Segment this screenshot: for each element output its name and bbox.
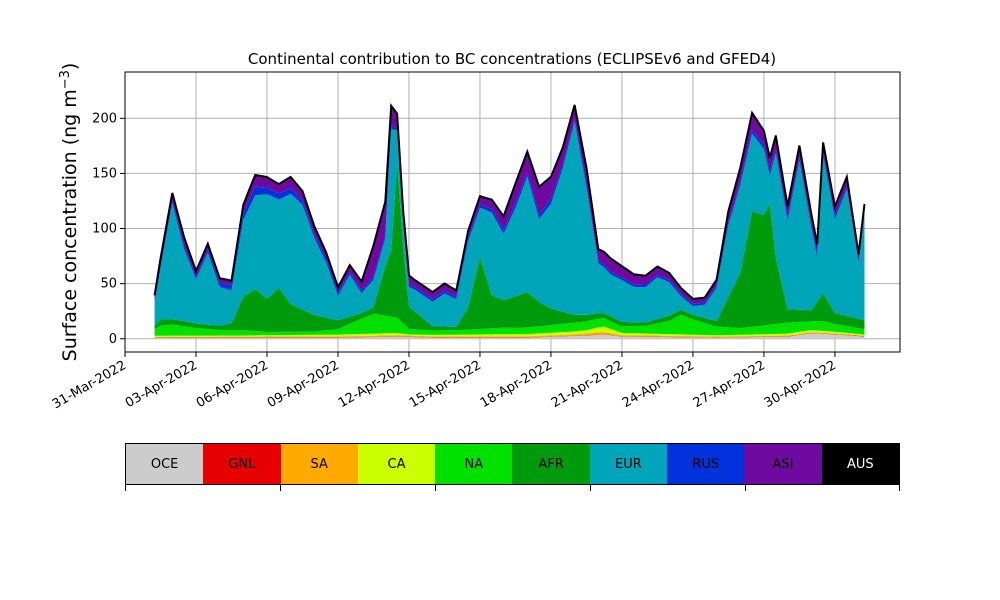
area-asi xyxy=(154,105,865,304)
x-tick-label: 06-Apr-2022 xyxy=(194,358,271,411)
x-tick-label: 24-Apr-2022 xyxy=(620,358,697,411)
x-tick-label: 31-Mar-2022 xyxy=(50,358,129,412)
area-rus xyxy=(154,118,865,307)
legend-tick xyxy=(125,485,126,491)
legend-item-gnl: GNL xyxy=(203,444,281,484)
y-tick-label: 200 xyxy=(92,111,117,126)
y-tick-label: 100 xyxy=(92,222,117,237)
legend-item-oce: OCE xyxy=(126,444,204,484)
y-axis-label: Surface concentration (ng m−3) xyxy=(58,63,82,362)
legend-item-aus: AUS xyxy=(821,444,899,484)
x-tick-label: 21-Apr-2022 xyxy=(549,358,626,411)
x-tick-label: 03-Apr-2022 xyxy=(123,358,200,411)
legend-item-ca: CA xyxy=(357,444,436,484)
legend-tick xyxy=(745,485,746,491)
plot-frame xyxy=(124,71,901,353)
y-axis: 0 50 100 150 200 xyxy=(92,111,125,347)
chart-title: Continental contribution to BC concentra… xyxy=(248,50,776,68)
area-afr xyxy=(154,163,865,332)
legend-tick xyxy=(435,485,436,491)
legend-ticks xyxy=(125,485,900,491)
legend-item-eur: EUR xyxy=(589,444,668,484)
y-tick-label: 150 xyxy=(92,166,117,181)
legend-tick xyxy=(280,485,281,491)
legend-tick xyxy=(899,485,900,491)
legend-item-na: NA xyxy=(435,444,513,484)
area-sa xyxy=(154,332,865,338)
stacked-areas xyxy=(154,104,865,339)
legend-item-afr: AFR xyxy=(512,444,590,484)
x-tick-label: 09-Apr-2022 xyxy=(265,358,342,411)
x-tick-label: 12-Apr-2022 xyxy=(336,358,413,411)
total-outline xyxy=(153,103,866,300)
area-oce xyxy=(154,333,865,339)
legend-item-asi: ASI xyxy=(744,444,822,484)
plot-area xyxy=(124,71,901,353)
legend-tick xyxy=(590,485,591,491)
area-eur xyxy=(154,121,865,328)
y-tick-label: 50 xyxy=(100,277,117,292)
x-tick-label: 27-Apr-2022 xyxy=(691,358,768,411)
legend: OCE GNL SA CA NA AFR EUR RUS ASI AUS xyxy=(125,443,900,485)
x-tick-label: 30-Apr-2022 xyxy=(762,358,839,411)
area-ca xyxy=(154,326,865,337)
legend-item-rus: RUS xyxy=(667,444,745,484)
x-tick-label: 18-Apr-2022 xyxy=(478,358,555,411)
x-tick-label: 15-Apr-2022 xyxy=(407,358,484,411)
area-na xyxy=(154,313,865,336)
y-tick-label: 0 xyxy=(109,332,117,347)
x-axis: 31-Mar-202203-Apr-202206-Apr-202209-Apr-… xyxy=(50,352,839,412)
legend-item-sa: SA xyxy=(280,444,358,484)
